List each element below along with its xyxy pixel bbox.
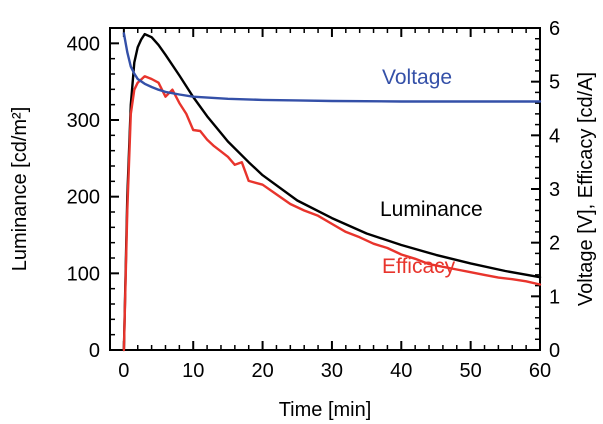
y-axis-left-label: Luminance [cd/m²] <box>9 107 31 272</box>
x-axis-label: Time [min] <box>279 399 372 421</box>
x-tick-label: 40 <box>390 360 412 382</box>
x-tick-label: 0 <box>118 360 129 382</box>
series-lines <box>122 32 542 352</box>
y-left-tick-label: 400 <box>67 33 100 55</box>
y-left-tick-label: 200 <box>67 187 100 209</box>
y-right-tick-label: 0 <box>549 340 560 362</box>
ticks <box>110 27 541 351</box>
y-right-tick-label: 4 <box>549 125 560 147</box>
y-axis-right-label: Voltage [V], Efficacy [cd/A] <box>575 72 597 306</box>
series-label-efficacy: Efficacy <box>382 255 456 278</box>
y-right-tick-label: 3 <box>549 179 560 201</box>
y-left-tick-label: 0 <box>89 340 100 362</box>
series-label-voltage: Voltage <box>382 66 452 89</box>
plot-frame <box>109 27 541 351</box>
y-right-tick-label: 6 <box>549 18 560 40</box>
series-label-luminance: Luminance <box>380 198 483 221</box>
series-line-luminance <box>122 32 542 352</box>
x-tick-label: 50 <box>460 360 482 382</box>
x-tick-label: 10 <box>182 360 204 382</box>
series-line-voltage <box>122 32 542 103</box>
x-tick-label: 60 <box>529 360 551 382</box>
x-tick-label: 30 <box>321 360 343 382</box>
x-tick-label: 20 <box>251 360 273 382</box>
series-line-efficacy <box>122 75 542 352</box>
y-left-tick-label: 300 <box>67 110 100 132</box>
y-right-tick-label: 1 <box>549 286 560 308</box>
y-right-tick-label: 5 <box>549 72 560 94</box>
y-right-tick-label: 2 <box>549 233 560 255</box>
y-left-tick-label: 100 <box>67 263 100 285</box>
